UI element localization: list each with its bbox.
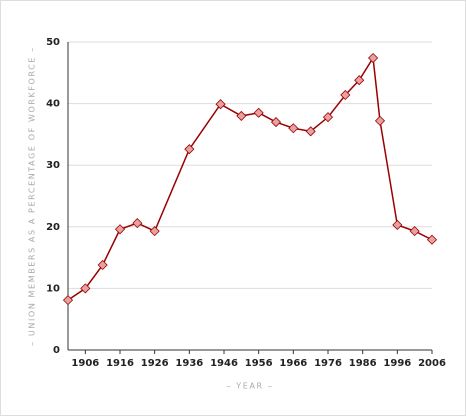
marker [368,52,379,64]
marker [114,224,126,235]
marker [374,115,386,126]
x-tick-label: 1946 [210,358,238,369]
marker [305,126,316,137]
x-tick-label: 1906 [71,358,99,369]
line [67,55,433,301]
marker [132,218,143,229]
marker [426,234,438,245]
x-tick-label: 1916 [106,358,134,369]
marker [62,295,74,306]
marker [270,117,282,128]
x-tick-label: 1976 [314,358,342,369]
y-axis-title: – UNION MEMBERS AS A PERCENTAGE OF WORKF… [28,46,37,346]
y-tick-label: 30 [46,160,60,171]
marker [149,226,160,237]
x-tick-label: 1996 [383,358,411,369]
marker [97,259,108,271]
y-tick-label: 40 [46,99,60,110]
marker [184,144,195,155]
x-tick-label: 2006 [418,358,446,369]
x-tick-label: 1956 [245,358,273,369]
marker [236,110,247,121]
y-tick-label: 20 [46,222,60,233]
marker [80,283,91,294]
marker [288,123,299,134]
y-tick-label: 50 [46,37,60,48]
marker [392,219,403,231]
marker [340,89,351,101]
marker [322,112,334,123]
x-tick-label: 1926 [141,358,169,369]
y-tick-label: 0 [53,345,60,356]
y-tick-label: 10 [46,283,60,294]
marker [253,107,264,118]
marker [354,75,365,86]
x-axis-title: – YEAR – [227,382,274,391]
x-tick-label: 1966 [279,358,307,369]
marker [409,226,420,237]
x-tick-label: 1936 [175,358,203,369]
marker [215,99,226,110]
x-tick-label: 1986 [349,358,377,369]
